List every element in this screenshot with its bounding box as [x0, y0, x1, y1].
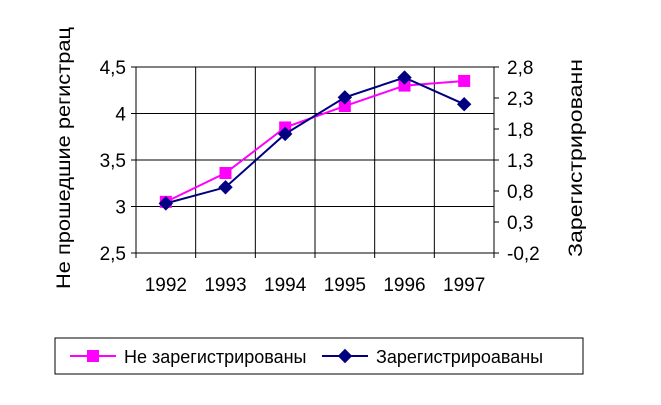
right-axis-ticks: 2,8 2,3 1,8 1,3 0,8 0,3 -0,2 [494, 58, 540, 265]
legend-item: Зарегистрироаваны [322, 347, 543, 367]
left-tick-label: 3,5 [100, 151, 126, 172]
right-tick-label: 1,8 [507, 120, 533, 141]
right-tick-label: 2,3 [507, 89, 533, 110]
right-tick-label: 2,8 [507, 58, 533, 79]
left-axis-ticks: 4,5 4 3,5 3 2,5 [100, 58, 136, 265]
data-point [397, 70, 412, 85]
right-tick-label: 0,8 [507, 182, 533, 203]
right-tick-label: 1,3 [507, 151, 533, 172]
left-tick-label: 4 [115, 105, 126, 126]
legend: Не зарегистрированы Зарегистрироаваны [54, 337, 584, 375]
legend-marker [337, 348, 353, 364]
data-point [277, 126, 293, 142]
legend-label: Зарегистрироаваны [376, 347, 543, 367]
data-point [337, 90, 353, 105]
legend-label: Не зарегистрированы [124, 347, 307, 367]
data-point [219, 167, 232, 180]
x-axis-ticks: 1992 1993 1994 1995 1996 1997 [135, 253, 495, 296]
x-tick-label: 1995 [324, 275, 366, 296]
data-point [456, 96, 472, 112]
y-left-axis-title: Не прошедшие регистрац [54, 27, 75, 289]
y-right-axis-title: Зарегистрированн [566, 59, 587, 257]
legend-box [54, 337, 584, 375]
data-point [458, 74, 471, 87]
left-tick-label: 3 [115, 198, 126, 219]
left-tick-label: 2,5 [100, 244, 126, 265]
series [158, 70, 472, 211]
legend-marker [87, 350, 99, 362]
right-tick-label: 0,3 [507, 213, 533, 234]
x-tick-label: 1997 [443, 275, 485, 296]
x-tick-label: 1993 [204, 275, 246, 296]
left-tick-label: 4,5 [100, 58, 126, 79]
data-point [158, 196, 174, 211]
legend-item: Не зарегистрированы [70, 347, 307, 367]
gridlines [136, 66, 494, 254]
series-registered [158, 70, 472, 211]
x-tick-label: 1996 [383, 275, 425, 296]
right-tick-label: -0,2 [507, 244, 540, 265]
legend-items: Не зарегистрированы Зарегистрироаваны [70, 347, 543, 367]
x-tick-label: 1992 [145, 275, 187, 296]
series-line [165, 76, 465, 205]
x-tick-label: 1994 [264, 275, 307, 296]
data-point [218, 180, 233, 195]
